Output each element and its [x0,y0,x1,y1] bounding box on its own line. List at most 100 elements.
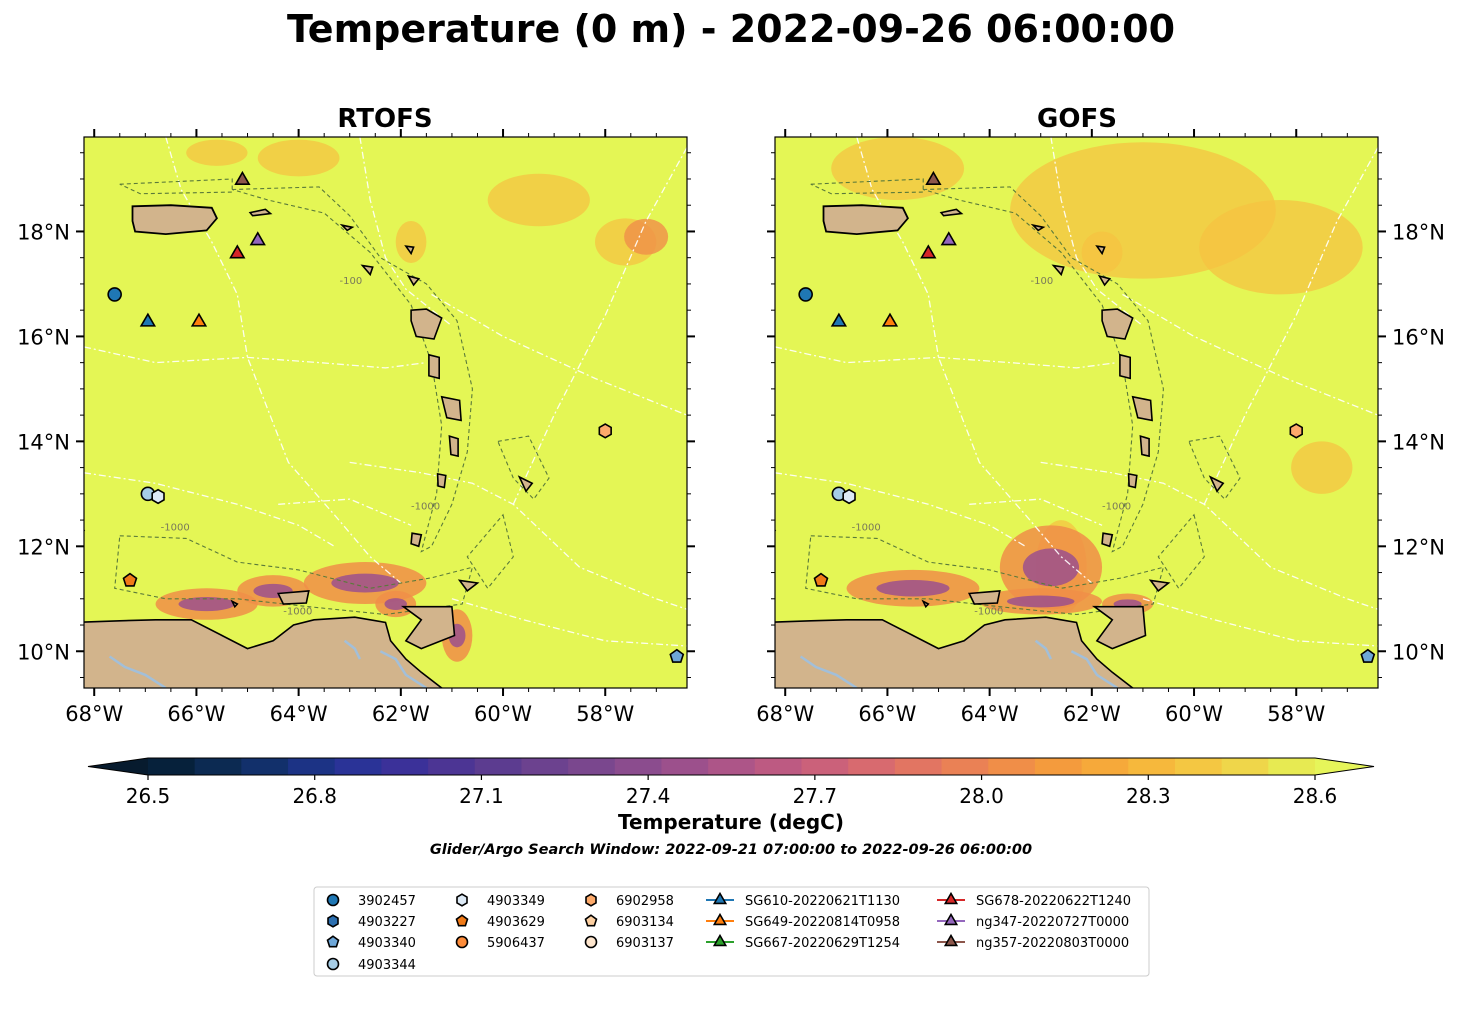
eez-boundary [1142,598,1378,647]
float-marker-3902457 [798,287,813,302]
legend-label: SG667-20220629T1254 [745,936,900,951]
island [436,472,447,489]
warm-water-patch [257,139,340,177]
eddy-patch [624,218,669,255]
legend-label: 4903344 [358,958,416,973]
lat-tick-label: 10°N [17,640,70,664]
mainland-south-america [775,616,1136,688]
island [1030,223,1046,232]
island [440,395,462,422]
island [1051,264,1065,277]
colorbar-extend-low [88,758,148,775]
search-window-note: Glider/Argo Search Window: 2022-09-21 07… [430,842,1032,858]
colorbar-segment [988,758,1036,775]
island [775,529,777,533]
panel-title-rtofs: RTOFS [337,104,432,134]
colorbar-tick-label: 27.7 [793,784,838,808]
legend-marker-5906437 [455,935,469,949]
float-marker-3902457 [107,287,122,302]
island [939,208,964,217]
island [1091,605,1147,650]
legend-label: 4903349 [487,894,545,909]
island [410,532,423,548]
glider-marker-ng347-20220727T0000 [940,231,957,246]
glider-marker-SG678-20220622T1240 [920,244,937,259]
island [410,308,443,340]
cool-water-core [331,573,399,593]
legend-label: 6902958 [616,894,674,909]
island-puerto-rico [131,204,218,236]
legend-label: SG649-20220814T0958 [745,915,900,930]
colorbar-segment [334,758,382,775]
river [343,639,362,660]
bathymetry-contour [810,178,924,195]
legend: 3902457 4903227 4903340 4903344 4903349 49036… [313,886,1150,977]
legend-label: SG678-20220622T1240 [976,894,1131,909]
legend-label: 4903340 [358,936,416,951]
island [1101,308,1134,340]
colorbar-segment [428,758,476,775]
colorbar-tick-label: 26.5 [126,784,171,808]
contour-label: -1000 [852,523,881,534]
glider-marker-ng347-20220727T0000 [249,231,266,246]
mainland-south-america [84,616,445,688]
legend-label: 4903227 [358,915,416,930]
legend-marker-6902958 [585,893,597,907]
eez-boundary [84,346,427,369]
bathymetry-contour [1157,513,1205,590]
lon-tick-label: 58°W [576,702,634,726]
contour-label: -100 [1031,276,1054,287]
lon-tick-label: 68°W [756,702,814,726]
lat-tick-label: 12°N [1392,535,1445,559]
lat-tick-label: 10°N [1392,640,1445,664]
legend-label: 4903629 [487,915,545,930]
lon-tick-label: 66°W [858,702,916,726]
lon-tick-label: 64°W [961,702,1019,726]
colorbar-segment [381,758,429,775]
cool-water-core [178,596,235,612]
colorbar-segment [661,758,709,775]
colorbar-segment [708,758,756,775]
warm-water-patch [831,137,965,200]
colorbar-tick-label: 28.6 [1293,784,1338,808]
legend-marker-6903137 [584,935,598,949]
lat-tick-label: 16°N [1392,325,1445,349]
float-marker-4903340 [1360,648,1376,663]
eez-boundary [775,346,1118,369]
legend-marker-4903227 [327,914,339,928]
lon-tick-label: 64°W [270,702,328,726]
bathymetry-contour [119,178,233,195]
float-marker-6902958 [1289,423,1303,439]
colorbar-segment [848,758,896,775]
island [360,264,374,277]
glider-marker-SG610-20220621T1130 [139,312,157,327]
island [517,475,534,493]
colorbar-segment [894,758,943,775]
island [404,245,415,256]
map-frame [83,136,688,689]
island [276,590,310,605]
island-puerto-rico [822,204,909,236]
legend-marker-SG667-20220629T1254 [712,933,728,947]
colorbar-segment [1081,758,1129,775]
eez-boundary [512,147,687,505]
island [1139,434,1150,458]
map-panel-rtofs: -100 -1000 -1000 -1000 68°W 66°W 64°W 62°W 60°W 5… [17,129,695,726]
lat-tick-label: 12°N [17,535,70,559]
cool-water-core [384,598,407,610]
river [1034,639,1053,660]
island [1097,274,1112,287]
cool-water-core [1022,548,1080,587]
legend-marker-SG678-20220622T1240 [943,891,959,905]
warm-water-patch [186,139,248,166]
warm-water-patch [1291,441,1353,494]
warm-water-patch [487,173,590,227]
float-marker-4903349 [151,488,165,505]
colorbar-label: Temperature (degC) [618,810,844,834]
legend-marker-4903629 [455,914,469,927]
island [1131,395,1153,422]
warm-water-patch [1199,199,1363,295]
contour-label: -1000 [161,523,190,534]
colorbar-tick-label: 28.0 [959,784,1004,808]
